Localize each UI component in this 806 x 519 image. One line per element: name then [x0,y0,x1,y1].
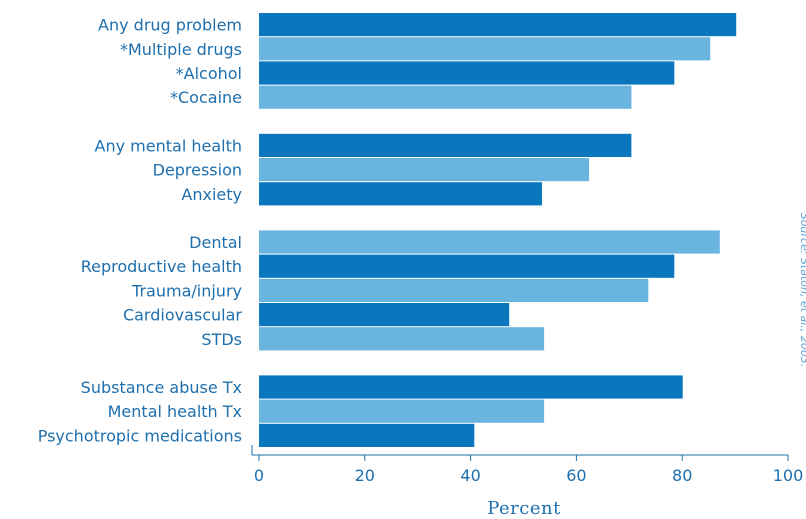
category-label: Reproductive health [81,257,242,276]
bar [259,375,683,399]
x-tick-label: 40 [460,466,480,485]
category-label: *Cocaine [170,88,242,107]
x-tick-label: 60 [566,466,586,485]
bar [259,133,632,157]
category-label: *Multiple drugs [120,40,242,59]
category-label: Trauma/injury [131,281,242,300]
category-label: Depression [153,161,242,180]
category-label: Dental [189,233,242,252]
x-tick-label: 100 [773,466,804,485]
bar [259,327,545,351]
category-label: Any mental health [95,136,242,155]
x-tick-label: 80 [672,466,692,485]
category-label: Cardiovascular [123,306,242,325]
bars-layer [259,13,737,447]
bar [259,230,720,254]
bar [259,13,737,37]
category-labels-layer: Any drug problem *Multiple drugs *Alcohol *… [38,16,243,446]
category-label: Substance abuse Tx [81,378,242,397]
bar [259,61,675,85]
category-label: Anxiety [181,185,242,204]
x-axis: 0 20 40 60 80 100 [251,445,803,485]
bar [259,303,510,327]
source-note: Source: Staton, et al., 2003. [798,213,806,368]
category-label: Mental health Tx [108,402,242,421]
x-tick-label: 0 [254,466,264,485]
category-label: STDs [201,330,242,349]
category-label: *Alcohol [176,64,242,83]
bar [259,423,475,447]
x-axis-title: Percent [487,498,561,519]
bar [259,182,542,206]
x-tick-label: 20 [355,466,375,485]
bar [259,399,545,423]
bar [259,158,590,182]
bar [259,37,711,61]
category-label: Any drug problem [98,16,242,35]
bar [259,85,632,109]
bar [259,278,649,302]
x-ticks: 0 20 40 60 80 100 [254,455,803,485]
category-label: Psychotropic medications [38,426,242,445]
bar [259,254,675,278]
